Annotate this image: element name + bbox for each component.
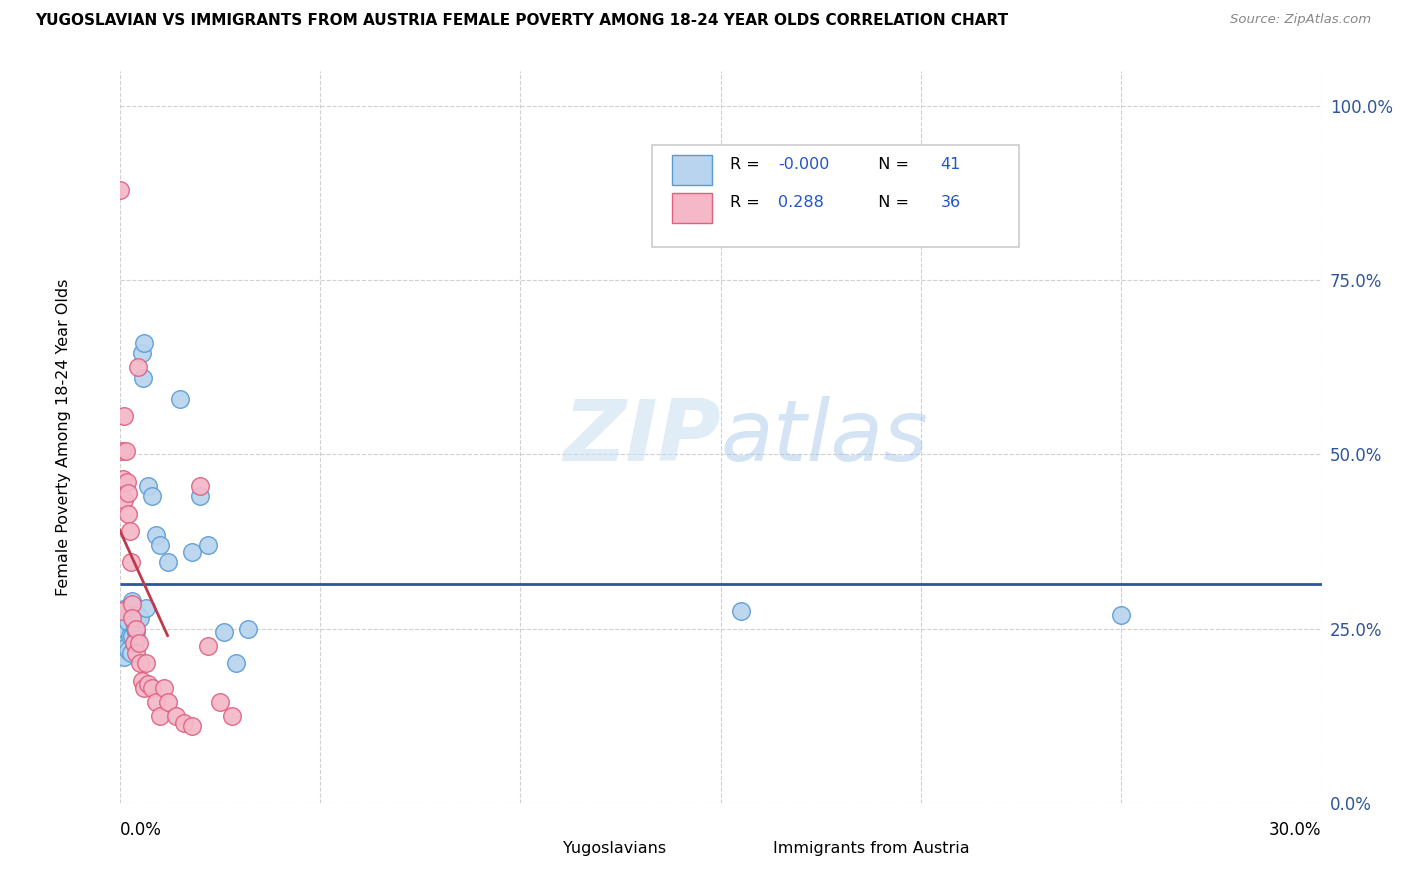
Point (117, 611, 139, 625)
Point (145, 695, 167, 709)
Point (225, 657, 247, 671)
Point (111, 472, 134, 486)
Point (180, 545, 202, 559)
Point (121, 611, 143, 625)
Point (141, 489, 163, 503)
Point (169, 392, 191, 406)
Text: YUGOSLAVIAN VS IMMIGRANTS FROM AUSTRIA FEMALE POVERTY AMONG 18-24 YEAR OLDS CORR: YUGOSLAVIAN VS IMMIGRANTS FROM AUSTRIA F… (35, 13, 1008, 29)
Point (136, 677, 159, 691)
Text: Source: ZipAtlas.com: Source: ZipAtlas.com (1230, 13, 1371, 27)
Point (156, 556, 179, 570)
FancyBboxPatch shape (733, 838, 759, 863)
Point (197, 538, 219, 552)
Y-axis label: Female Poverty Among 18-24 Year Olds: Female Poverty Among 18-24 Year Olds (56, 278, 72, 596)
Point (208, 695, 231, 709)
FancyBboxPatch shape (672, 193, 713, 224)
Point (112, 604, 135, 618)
Point (114, 444, 136, 458)
Point (112, 409, 135, 424)
Point (122, 635, 145, 649)
Point (121, 629, 143, 643)
Point (117, 615, 139, 629)
Point (118, 524, 141, 538)
Point (125, 632, 148, 646)
Point (128, 611, 150, 625)
Point (122, 615, 145, 629)
Point (180, 719, 202, 733)
Point (141, 681, 163, 695)
Point (127, 360, 149, 375)
Point (124, 625, 146, 640)
Point (114, 635, 136, 649)
Point (173, 715, 195, 730)
Point (132, 371, 155, 385)
Point (117, 642, 139, 657)
Point (110, 604, 132, 618)
Point (110, 183, 132, 197)
Point (114, 600, 136, 615)
Point (145, 527, 167, 541)
Point (136, 479, 159, 493)
Point (212, 625, 235, 640)
Point (112, 649, 135, 664)
Point (117, 485, 139, 500)
Text: 0.0%: 0.0% (120, 821, 162, 839)
Point (117, 507, 139, 521)
Point (115, 475, 138, 490)
Point (124, 622, 146, 636)
Point (135, 657, 157, 671)
Point (118, 629, 141, 643)
Point (221, 708, 243, 723)
Point (110, 444, 132, 458)
Text: N =: N = (869, 194, 914, 210)
Point (120, 556, 142, 570)
Text: 36: 36 (941, 194, 960, 210)
Text: R =: R = (730, 194, 770, 210)
Point (197, 639, 219, 653)
Point (121, 607, 143, 622)
Point (110, 629, 132, 643)
Point (112, 622, 135, 636)
Point (121, 594, 143, 608)
Text: Immigrants from Austria: Immigrants from Austria (773, 840, 970, 855)
Text: R =: R = (730, 157, 765, 172)
Text: 0.288: 0.288 (779, 194, 824, 210)
Point (131, 673, 153, 688)
Point (730, 604, 752, 618)
Point (112, 492, 135, 507)
FancyBboxPatch shape (652, 145, 1019, 247)
Point (156, 695, 179, 709)
Point (115, 639, 138, 653)
Point (131, 346, 153, 360)
Point (111, 642, 134, 657)
Point (1111, 607, 1133, 622)
Text: Yugoslavians: Yugoslavians (562, 840, 666, 855)
Text: atlas: atlas (720, 395, 928, 479)
Point (128, 657, 150, 671)
FancyBboxPatch shape (672, 154, 713, 186)
Point (188, 489, 211, 503)
Point (149, 708, 172, 723)
Point (125, 646, 148, 660)
Point (132, 681, 155, 695)
Text: ZIP: ZIP (562, 395, 720, 479)
Point (128, 635, 150, 649)
FancyBboxPatch shape (522, 838, 548, 863)
Text: -0.000: -0.000 (779, 157, 830, 172)
Text: 41: 41 (941, 157, 960, 172)
Point (236, 622, 259, 636)
Text: 30.0%: 30.0% (1270, 821, 1322, 839)
Point (165, 708, 187, 723)
Point (132, 336, 155, 351)
Point (121, 597, 143, 611)
Point (124, 622, 146, 636)
Point (188, 479, 211, 493)
Point (120, 646, 142, 660)
Point (110, 611, 132, 625)
Point (149, 538, 172, 552)
Point (127, 607, 149, 622)
Point (152, 681, 174, 695)
Point (135, 600, 157, 615)
Text: N =: N = (869, 157, 914, 172)
